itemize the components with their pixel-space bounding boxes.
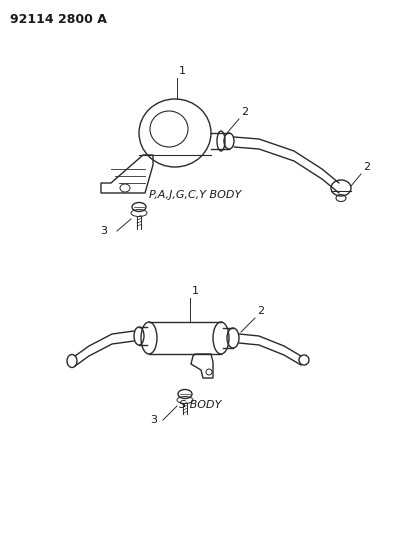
Text: 2: 2 (363, 162, 370, 172)
Text: 3: 3 (150, 415, 157, 425)
Text: 3: 3 (100, 226, 107, 236)
Text: S BODY: S BODY (179, 400, 221, 410)
Text: 1: 1 (192, 286, 199, 296)
Text: 92114 2800 A: 92114 2800 A (10, 13, 107, 26)
Text: 1: 1 (179, 66, 186, 76)
Text: 2: 2 (241, 107, 248, 117)
Text: P,A,J,G,C,Y BODY: P,A,J,G,C,Y BODY (149, 190, 241, 200)
Text: 2: 2 (257, 306, 264, 316)
